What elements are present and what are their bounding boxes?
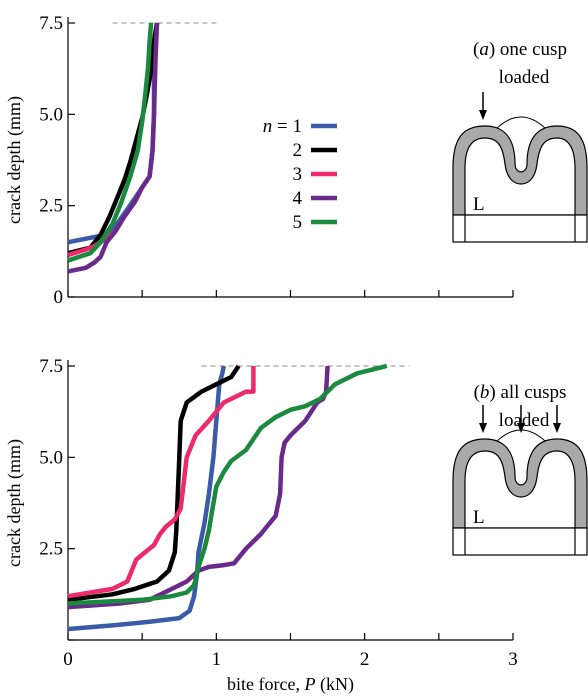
x-tick-label: 0	[63, 649, 73, 670]
series-line-n4	[67, 365, 330, 610]
x-tick-label: 2	[360, 649, 370, 670]
legend-label: 5	[293, 212, 303, 233]
y-tick-label: 7.5	[39, 13, 63, 34]
load-arrow-icon	[517, 405, 525, 433]
series-line-n3	[67, 366, 256, 599]
arrow-head	[479, 423, 487, 433]
series-line-n1	[67, 365, 227, 632]
panel-label-line2: loaded	[499, 67, 550, 88]
tooth-base	[452, 214, 588, 243]
inset-label: L	[473, 507, 485, 528]
load-arrow-icon	[479, 405, 487, 433]
panel-a: 0 2.5 5.0 7.5 crack depth (mm) (a) one cusp lo…	[4, 13, 588, 308]
tooth-inset: L	[452, 92, 588, 243]
arrow-head	[479, 110, 487, 120]
panel-label-line2: loaded	[499, 410, 550, 431]
legend-label: 3	[293, 164, 303, 185]
legend: n = 1 2 3 4 5	[263, 116, 337, 233]
x-tick-label: 1	[212, 649, 222, 670]
load-arrow-icon	[479, 92, 487, 120]
panel-label: (b) all cusps	[474, 382, 567, 403]
legend-label: 2	[293, 140, 303, 161]
x-tick-label: 3	[508, 649, 518, 670]
legend-label: n = 1	[263, 116, 302, 137]
y-tick-label: 0	[54, 287, 64, 308]
x-axis-title: bite force, P (kN)	[227, 674, 354, 695]
load-arrow-icon	[553, 405, 561, 433]
tooth-dentin	[464, 137, 576, 216]
y-tick-label: 5.0	[39, 447, 63, 468]
bolus-arc	[496, 116, 546, 129]
y-tick-label: 7.5	[39, 356, 63, 377]
series-line-n5	[67, 363, 388, 606]
arrow-head	[553, 423, 561, 433]
series-line-n5	[67, 22, 154, 263]
legend-label: 4	[293, 188, 303, 209]
series-line-n4	[67, 22, 160, 274]
panel-label: (a) one cusp	[473, 39, 567, 60]
tooth-base	[452, 527, 588, 556]
tooth-inset: L	[452, 405, 588, 556]
panel-b: 2.5 5.0 7.5 0 1 2 3 crack depth (mm) bite force,…	[4, 356, 588, 695]
y-tick-label: 2.5	[39, 539, 63, 560]
y-axis-title: crack depth (mm)	[4, 96, 25, 224]
y-axis-title: crack depth (mm)	[4, 439, 25, 567]
arrow-head	[517, 423, 525, 433]
series-line-n2	[67, 364, 241, 603]
series-line-n2	[67, 22, 160, 256]
tooth-dentin	[464, 450, 576, 529]
y-tick-label: 5.0	[39, 104, 63, 125]
inset-label: L	[473, 194, 485, 215]
y-tick-label: 2.5	[39, 196, 63, 217]
